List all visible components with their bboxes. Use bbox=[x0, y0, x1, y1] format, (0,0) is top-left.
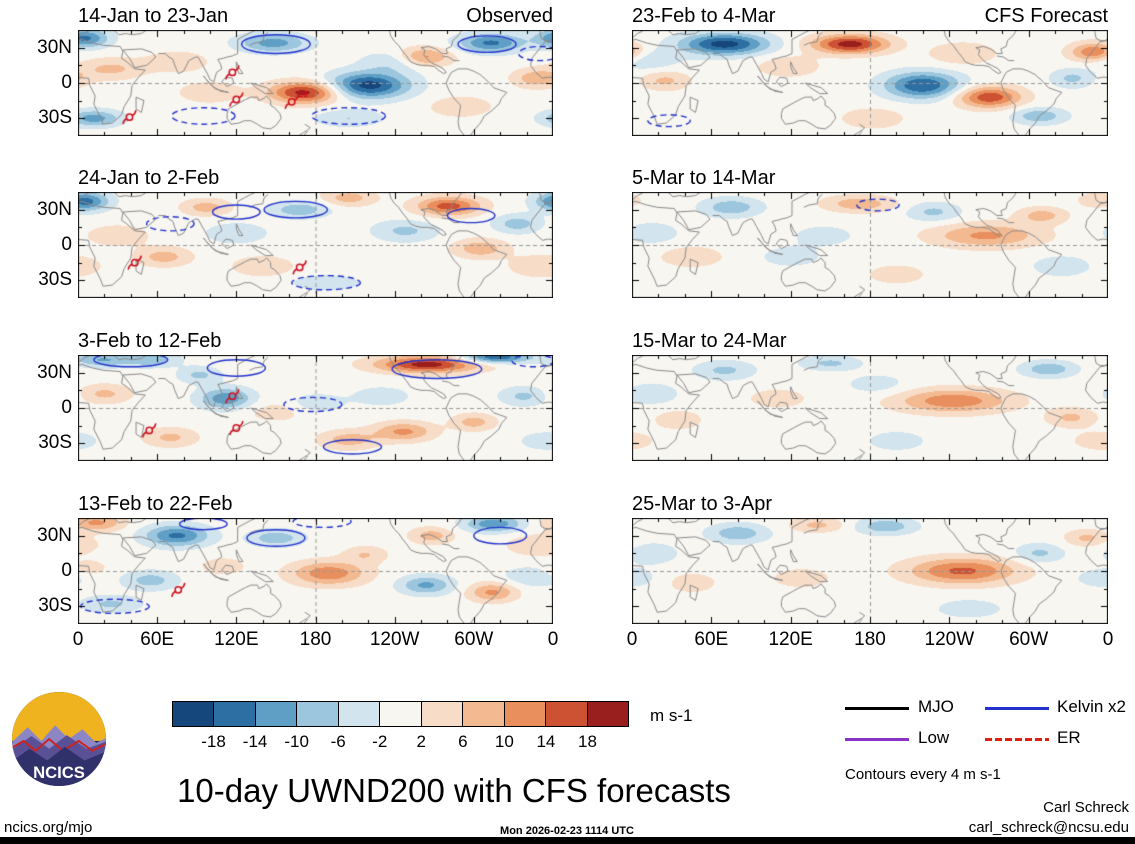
footer-author: Carl Schreck bbox=[1043, 799, 1129, 816]
colorbar-tick-label: 14 bbox=[536, 732, 556, 751]
bottom-window-edge bbox=[0, 837, 1135, 844]
panel-title: 14-Jan to 23-Jan bbox=[78, 5, 229, 27]
x-tick-label: 0 bbox=[72, 629, 84, 650]
footer-site-link[interactable]: ncics.org/mjo bbox=[4, 819, 93, 836]
legend-label-mjo: MJO bbox=[918, 697, 954, 716]
colorbar-tick-label: 10 bbox=[494, 732, 514, 751]
logo-mountains-front bbox=[11, 746, 107, 787]
colorbar-tick-label: -2 bbox=[372, 732, 388, 751]
x-tick-label: 0 bbox=[547, 629, 559, 650]
logo-red-trace bbox=[11, 737, 107, 753]
map-canvas-observed-4 bbox=[78, 518, 553, 624]
panel-header-1: 14-Jan to 23-Jan Observed bbox=[78, 4, 553, 28]
colorbar-segment bbox=[173, 702, 215, 726]
panel-header-3: 3-Feb to 12-Feb bbox=[78, 329, 553, 353]
x-tick-label: 60W bbox=[1009, 629, 1049, 650]
x-tick-label: 180 bbox=[854, 629, 886, 650]
legend-line-low bbox=[845, 738, 909, 741]
panel-header-7: 15-Mar to 24-Mar bbox=[632, 329, 1108, 353]
contour-interval-note: Contours every 4 m s-1 bbox=[845, 766, 1001, 783]
panel-title: 23-Feb to 4-Mar bbox=[632, 5, 776, 27]
legend-line-kelvin bbox=[985, 707, 1049, 710]
figure-title: 10-day UWND200 with CFS forecasts bbox=[177, 772, 731, 809]
panel-title: 15-Mar to 24-Mar bbox=[632, 330, 787, 352]
panel-title: 25-Mar to 3-Apr bbox=[632, 493, 773, 515]
legend-label-low: Low bbox=[918, 728, 950, 747]
colorbar-tick-label: -10 bbox=[284, 732, 309, 751]
legend-line-er bbox=[985, 738, 1049, 741]
legend-label-kelvin: Kelvin x2 bbox=[1057, 697, 1126, 716]
y-tick-label: 30N bbox=[37, 361, 72, 383]
colorbar-tick-label: -14 bbox=[242, 732, 268, 751]
colorbar-units-label: m s-1 bbox=[650, 706, 693, 725]
panel-corner-label: CFS Forecast bbox=[984, 5, 1108, 27]
colorbar-tick-label: 2 bbox=[416, 732, 426, 751]
colorbar-segment bbox=[338, 702, 381, 726]
colorbar-segment bbox=[587, 702, 628, 726]
x-tick-label: 120E bbox=[214, 629, 259, 650]
y-tick-label: 30S bbox=[38, 269, 72, 291]
panel-title: 24-Jan to 2-Feb bbox=[78, 167, 220, 189]
y-tick-label: 30S bbox=[38, 595, 72, 617]
y-tick-label: 30N bbox=[37, 36, 72, 58]
footer-email-link[interactable]: carl_schreck@ncsu.edu bbox=[968, 819, 1129, 836]
colorbar-segment bbox=[214, 702, 256, 726]
colorbar-segment bbox=[421, 702, 464, 726]
x-tick-label: 120W bbox=[924, 629, 975, 650]
y-tick-label: 30S bbox=[38, 432, 72, 454]
x-tick-label: 60E bbox=[140, 629, 175, 650]
panel-header-5: 23-Feb to 4-Mar CFS Forecast bbox=[632, 4, 1108, 28]
legend-label-er: ER bbox=[1057, 728, 1081, 747]
y-tick-label: 0 bbox=[61, 234, 72, 255]
colorbar-segment bbox=[546, 702, 588, 726]
colorbar-segment bbox=[297, 702, 339, 726]
y-tick-label: 0 bbox=[61, 397, 72, 418]
logo-text: NCICS bbox=[33, 763, 85, 782]
colorbar-tick-label: 18 bbox=[577, 732, 597, 751]
panel-corner-label: Observed bbox=[466, 5, 553, 27]
x-tick-label: 60E bbox=[694, 629, 729, 650]
colorbar-tick-labels: -18 -14 -10 -6 -2 2 6 10 14 18 bbox=[172, 732, 629, 752]
footer-timestamp: Mon 2026-02-23 1114 UTC bbox=[500, 825, 634, 837]
map-canvas-observed-1 bbox=[78, 30, 553, 136]
y-tick-label: 0 bbox=[61, 560, 72, 581]
legend-line-mjo bbox=[845, 707, 909, 710]
y-tick-label: 30N bbox=[37, 524, 72, 546]
colorbar-tick-label: 6 bbox=[458, 732, 468, 751]
ncics-logo: NCICS bbox=[11, 691, 107, 787]
colorbar-segment bbox=[255, 702, 298, 726]
x-tick-label: 0 bbox=[1102, 629, 1114, 650]
x-tick-label: 0 bbox=[626, 629, 638, 650]
colorbar bbox=[172, 701, 629, 727]
y-tick-label: 30N bbox=[37, 198, 72, 220]
colorbar-tick-label: -6 bbox=[330, 732, 346, 751]
panel-header-4: 13-Feb to 22-Feb bbox=[78, 492, 553, 516]
x-tick-label: 180 bbox=[299, 629, 332, 650]
x-tick-label: 120W bbox=[369, 629, 420, 650]
x-tick-label: 60W bbox=[454, 629, 494, 650]
colorbar-segment bbox=[380, 702, 422, 726]
panel-title: 5-Mar to 14-Mar bbox=[632, 167, 776, 189]
colorbar-tick-label: -18 bbox=[201, 732, 226, 751]
panel-header-2: 24-Jan to 2-Feb bbox=[78, 166, 553, 190]
map-canvas-forecast-2 bbox=[632, 192, 1108, 298]
panel-header-6: 5-Mar to 14-Mar bbox=[632, 166, 1108, 190]
panel-title: 3-Feb to 12-Feb bbox=[78, 330, 222, 352]
panel-title: 13-Feb to 22-Feb bbox=[78, 493, 233, 515]
y-tick-label: 30S bbox=[38, 107, 72, 129]
colorbar-segment bbox=[463, 702, 505, 726]
map-canvas-observed-3 bbox=[78, 355, 553, 461]
map-canvas-forecast-1 bbox=[632, 30, 1108, 136]
y-tick-label: 0 bbox=[61, 72, 72, 93]
panel-header-8: 25-Mar to 3-Apr bbox=[632, 492, 1108, 516]
map-canvas-forecast-3 bbox=[632, 355, 1108, 461]
colorbar-segment bbox=[504, 702, 547, 726]
x-tick-label: 120E bbox=[768, 629, 813, 650]
map-canvas-forecast-4 bbox=[632, 518, 1108, 624]
map-canvas-observed-2 bbox=[78, 192, 553, 298]
